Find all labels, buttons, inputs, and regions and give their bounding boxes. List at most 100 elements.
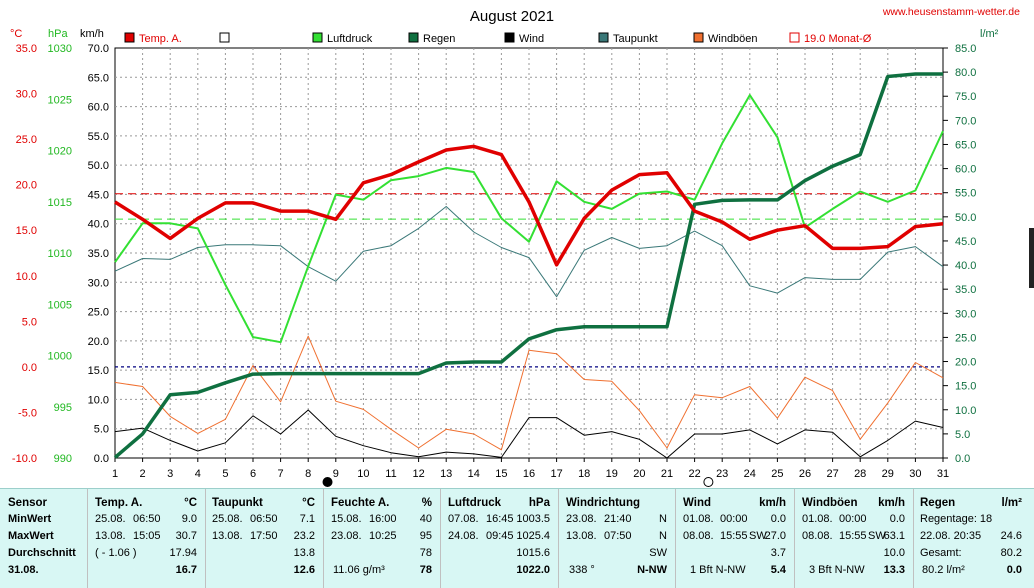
stats-temp-min-date: 25.08. — [95, 513, 126, 525]
chart-legend: Temp. A. Luftdruck Regen Wind Taupunkt Windbö… — [124, 32, 872, 45]
stats-hum-avg-value: 78 — [419, 547, 432, 559]
rain-axis-tick: 80.0 — [955, 67, 976, 79]
wind-unit: km/h — [80, 28, 104, 40]
stats-dew-header: Taupunkt — [212, 497, 263, 509]
legend-swatch — [124, 32, 135, 43]
stats-dir-max-date: 13.08. — [566, 530, 597, 542]
stats-gust-max-time: 15:55 — [839, 530, 867, 542]
stats-gust-unit: km/h — [878, 497, 905, 509]
stats-hum-max-date: 23.08. — [331, 530, 362, 542]
x-tick: 5 — [222, 468, 228, 480]
stats-temp-avg-note: ( - 1.06 ) — [95, 547, 137, 559]
stats-temp-block: Temp. A. °C 25.08. 06:50 9.0 13.08. 15:05 30.… — [88, 489, 206, 588]
stats-dew-max-date: 13.08. — [212, 530, 243, 542]
wind-axis-tick: 40.0 — [88, 219, 109, 231]
wind-axis-tick: 10.0 — [88, 394, 109, 406]
stats-wind-min-date: 01.08. — [683, 513, 714, 525]
stats-temp-min-value: 9.0 — [181, 513, 197, 525]
stats-press-max-time: 09:45 — [486, 530, 514, 542]
x-tick: 2 — [140, 468, 146, 480]
stats-gust-max-date: 08.08. — [802, 530, 833, 542]
weather-chart: 35.030.025.020.015.010.05.00.0-5.0-10.01… — [10, 6, 1020, 487]
stats-rain-block: Regen l/m² Regentage: 18 22.08. 20:35 24.6… — [914, 489, 1034, 588]
temp-axis-tick: 30.0 — [16, 89, 37, 101]
chart-grid — [114, 47, 944, 459]
stats-hum-header: Feuchte A. — [331, 497, 390, 509]
stats-temp-max-time: 15:05 — [133, 530, 161, 542]
stats-temp-max-date: 13.08. — [95, 530, 126, 542]
legend-label: Luftdruck — [327, 33, 373, 45]
stats-dir-today: N-NW — [637, 564, 667, 576]
pressure-axis-tick: 1015 — [48, 197, 72, 209]
stats-temp-today: 16.7 — [175, 564, 197, 576]
stats-wind-block: Wind km/h 01.08. 00:00 0.0 08.08. 15:55 SW 27.… — [676, 489, 795, 588]
stats-press-min-time: 16:45 — [486, 513, 514, 525]
temp-axis-tick: 10.0 — [16, 271, 37, 283]
stats-sensor-block: Sensor MinWert MaxWert Durchschnitt 31.0… — [0, 489, 88, 588]
source-link[interactable]: www.heusenstamm-wetter.de — [882, 6, 1020, 18]
stats-wind-max-time: 15:55 — [720, 530, 748, 542]
temp-axis-tick: -5.0 — [18, 407, 37, 419]
rain-axis-tick: 5.0 — [955, 429, 970, 441]
x-tick: 1 — [112, 468, 118, 480]
x-tick: 18 — [578, 468, 590, 480]
temp-axis-tick: 25.0 — [16, 134, 37, 146]
x-tick: 21 — [661, 468, 673, 480]
x-tick: 8 — [305, 468, 311, 480]
rain-axis-tick: 75.0 — [955, 91, 976, 103]
pressure-axis-tick: 1025 — [48, 94, 72, 106]
x-tick: 24 — [744, 468, 756, 480]
x-tick: 27 — [826, 468, 838, 480]
x-tick: 31 — [937, 468, 949, 480]
stats-dir-min-date: 23.08. — [566, 513, 597, 525]
legend-swatch — [408, 32, 419, 43]
stats-dew-min-time: 06:50 — [250, 513, 278, 525]
legend-swatch — [598, 32, 609, 43]
stats-wind-max-value: 27.0 — [764, 530, 786, 542]
stats-press-max-date: 24.08. — [448, 530, 479, 542]
x-tick: 4 — [195, 468, 201, 480]
stats-rain-max-date: 22.08. 20:35 — [920, 530, 982, 542]
stats-dew-unit: °C — [302, 497, 315, 509]
stats-rain-days: Regentage: 18 — [920, 513, 993, 525]
stats-row-max: MaxWert — [8, 530, 54, 542]
stats-hum-today-note: 11.06 g/m³ — [333, 564, 385, 576]
x-tick: 29 — [882, 468, 894, 480]
stats-press-max-value: 1025.4 — [516, 530, 550, 542]
stats-hum-min-date: 15.08. — [331, 513, 362, 525]
stats-wind-max-dir: SW — [749, 530, 767, 542]
legend-label: Taupunkt — [613, 33, 658, 45]
stats-dir-header: Windrichtung — [566, 497, 640, 509]
legend-label: Wind — [519, 33, 544, 45]
stats-hum-unit: % — [421, 497, 432, 509]
stats-gust-block: Windböen km/h 01.08. 00:00 0.0 08.08. 15:55 S… — [795, 489, 914, 588]
temp-axis-tick: 20.0 — [16, 180, 37, 192]
stats-gust-min-time: 00:00 — [839, 513, 867, 525]
legend-swatch — [789, 32, 800, 43]
series-windb-en — [114, 335, 944, 451]
rain-axis-tick: 65.0 — [955, 139, 976, 151]
stats-row-avg: Durchschnitt — [8, 547, 76, 559]
stats-gust-max-value: 63.1 — [883, 530, 905, 542]
rain-axis-tick: 85.0 — [955, 43, 976, 55]
stats-row-min: MinWert — [8, 513, 52, 525]
legend-label: Windböen — [708, 33, 758, 45]
wind-axis-tick: 65.0 — [88, 72, 109, 84]
stats-dew-max-value: 23.2 — [293, 530, 315, 542]
stats-dir-max-time: 07:50 — [604, 530, 632, 542]
pressure-axis-tick: 1000 — [48, 351, 72, 363]
pressure-axis-tick: 1010 — [48, 248, 72, 260]
stats-wind-today-note: 1 Bft N-NW — [690, 564, 746, 576]
legend-swatch — [693, 32, 704, 43]
temp-axis-tick: 0.0 — [22, 362, 37, 374]
x-tick: 19 — [606, 468, 618, 480]
stats-wind-today: 5.4 — [770, 564, 786, 576]
x-axis-marker — [703, 477, 714, 487]
x-tick: 30 — [909, 468, 921, 480]
x-tick: 28 — [854, 468, 866, 480]
x-tick: 14 — [468, 468, 480, 480]
stats-hum-max-value: 95 — [419, 530, 432, 542]
x-tick: 25 — [771, 468, 783, 480]
stats-temp-header: Temp. A. — [95, 497, 143, 509]
stats-hum-min-value: 40 — [419, 513, 432, 525]
